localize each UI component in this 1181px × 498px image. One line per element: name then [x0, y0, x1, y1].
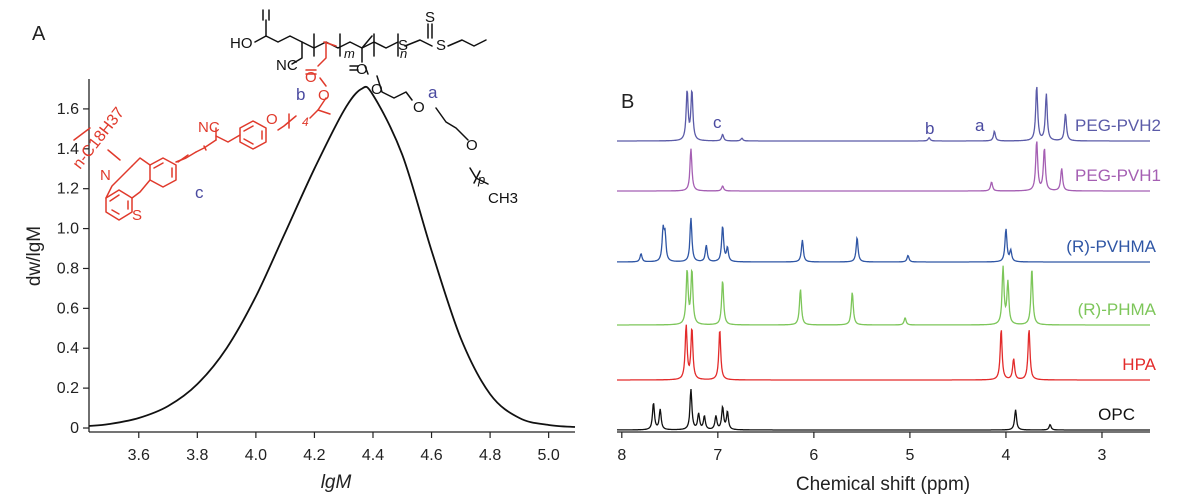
struct-o1: O	[356, 61, 368, 78]
struct-ho: HO	[230, 35, 253, 52]
panel-b-x-tick-label: 8	[617, 447, 626, 464]
struct-four: 4	[302, 115, 309, 129]
panel-a-y-title: dw/lgM	[24, 226, 45, 286]
panel-a-x-tick-label: 4.4	[362, 447, 384, 464]
series-label: PEG-PVH1	[1075, 166, 1161, 185]
panel-a-label: A	[32, 23, 46, 45]
panel-a-x-title: lgM	[321, 472, 352, 493]
panel-b-peak-letters: c b a	[713, 113, 985, 138]
struct-o-red2: O	[318, 87, 330, 104]
panel-b-label: B	[621, 91, 634, 113]
struct-ch3: CH3	[488, 190, 518, 207]
peak-letter-a: a	[975, 116, 985, 135]
polymer-structure: HO NC m n S S S O O O O p CH3 a b c O O …	[70, 9, 518, 224]
panel-a-ticks: 3.6 3.8 4.0 4.2 4.4 4.6 4.8 5.0 0 0.2 0.4 0.6 0.8 1.0…	[57, 101, 560, 464]
panel-b-x-tick-label: 5	[905, 447, 914, 464]
panel-b-ticks: 8 7 6 5 4 3	[617, 432, 1107, 464]
struct-p: p	[477, 172, 485, 187]
struct-nc: NC	[276, 57, 298, 74]
panel-b-x-tick-label: 4	[1001, 447, 1010, 464]
panel-a-y-tick-label: 1.6	[57, 101, 79, 118]
struct-letter-b: b	[296, 85, 305, 104]
struct-letter-a: a	[428, 83, 438, 102]
panel-b: B 8 7 6 5 4 3 PEG-PVH2 PEG-PVH1 (R)-PVHMA (R)-PH…	[617, 86, 1161, 495]
panel-b-x-tick-label: 3	[1098, 447, 1107, 464]
struct-m: m	[344, 46, 355, 61]
panel-b-x-tick-label: 7	[713, 447, 722, 464]
panel-a-x-tick-label: 4.2	[303, 447, 325, 464]
struct-nc-red: NC	[198, 119, 220, 136]
struct-o4: O	[466, 137, 478, 154]
series-label: OPC	[1098, 405, 1135, 424]
struct-o-red3: O	[266, 111, 278, 128]
spectrum-peg-pvh2	[617, 86, 1150, 142]
structure-labels: HO NC m n S S S O O O O p CH3 a b c O O …	[70, 9, 518, 224]
panel-a-x-tick-label: 4.6	[420, 447, 442, 464]
panel-a-x-tick-label: 4.0	[245, 447, 267, 464]
spectrum-peg-pvh1	[617, 141, 1150, 192]
panel-a-y-tick-label: 1.4	[57, 141, 79, 158]
peak-letter-b: b	[925, 119, 934, 138]
panel-a-y-tick-label: 0.4	[57, 340, 79, 357]
panel-a-y-tick-label: 0.6	[57, 300, 79, 317]
struct-s1: S	[398, 37, 408, 54]
series-label: (R)-PVHMA	[1066, 237, 1156, 256]
panel-a-x-tick-label: 3.6	[128, 447, 150, 464]
struct-s2: S	[425, 9, 435, 26]
structure-red-bonds	[73, 41, 337, 221]
series-label: HPA	[1122, 355, 1156, 374]
panel-a-y-tick-label: 1.0	[57, 221, 79, 238]
panel-a-y-tick-label: 1.2	[57, 181, 79, 198]
spectrum-r-pvhma	[617, 217, 1150, 263]
panel-a: A 3.6 3.8 4.0 4.2 4.4 4.6 4.8 5.0 0 0.2 0.4 0.6 0.8 1…	[24, 9, 576, 493]
panel-b-spectra	[617, 86, 1150, 431]
panel-a-y-tick-label: 0	[70, 420, 79, 437]
spectrum-opc	[617, 389, 1150, 431]
panel-a-x-tick-label: 4.8	[479, 447, 501, 464]
struct-n-red: N	[100, 167, 111, 184]
peak-letter-c: c	[713, 113, 722, 132]
panel-a-axes	[88, 79, 575, 433]
struct-n: n	[400, 46, 407, 61]
panel-b-x-tick-label: 6	[809, 447, 818, 464]
spectrum-hpa	[617, 324, 1150, 381]
struct-letter-c: c	[195, 183, 204, 202]
struct-s-red: S	[132, 207, 142, 224]
panel-a-x-tick-label: 5.0	[538, 447, 560, 464]
struct-s3: S	[436, 37, 446, 54]
panel-a-y-tick-label: 0.2	[57, 380, 79, 397]
panel-a-x-tick-label: 3.8	[186, 447, 208, 464]
struct-o3: O	[413, 99, 425, 116]
panel-b-x-title: Chemical shift (ppm)	[796, 474, 970, 495]
panel-a-distribution-curve	[88, 85, 576, 428]
series-label: (R)-PHMA	[1078, 300, 1157, 319]
panel-b-series-labels: PEG-PVH2 PEG-PVH1 (R)-PVHMA (R)-PHMA HPA OPC	[1066, 116, 1161, 424]
struct-o-red1: O	[305, 69, 317, 86]
series-label: PEG-PVH2	[1075, 116, 1161, 135]
struct-o2: O	[371, 81, 383, 98]
panel-a-y-tick-label: 0.8	[57, 260, 79, 277]
spectrum-r-phma	[617, 265, 1150, 326]
